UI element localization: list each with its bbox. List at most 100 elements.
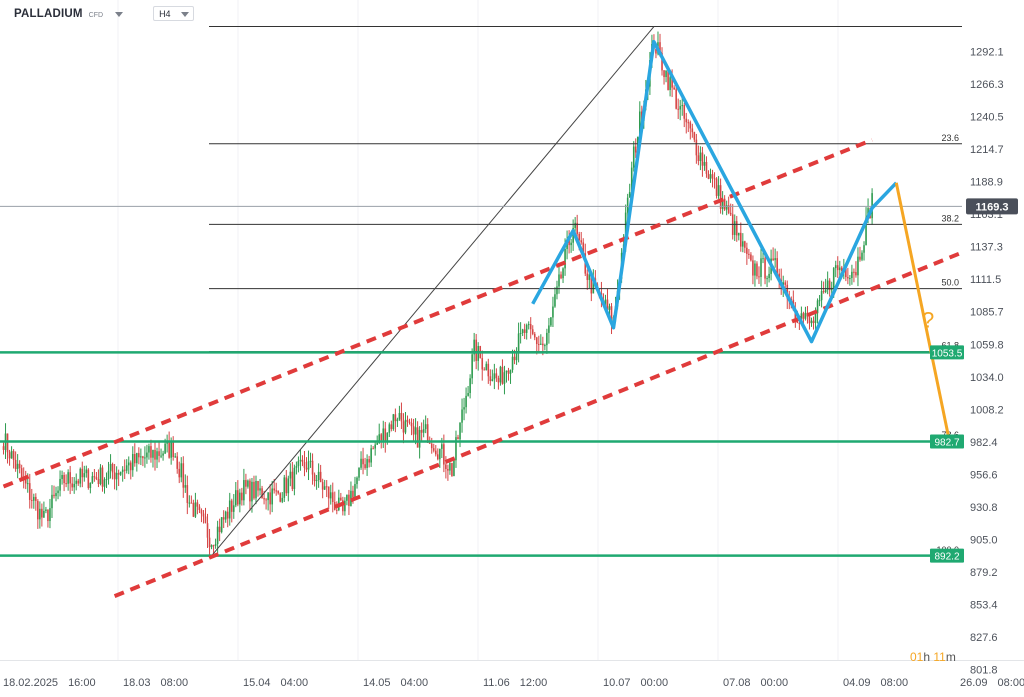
candle [109,454,112,479]
candle-body [336,509,338,511]
candle [220,517,223,534]
candle-body [467,393,469,396]
channel-upper-line [2,138,873,489]
candle [190,495,193,504]
candle-body [590,274,593,294]
candle [232,494,235,519]
candle [180,457,183,483]
candle-body [475,339,477,361]
candle-body [39,508,41,520]
candle-body [533,333,536,338]
candle-body [455,437,457,461]
candle-body [402,421,405,433]
candle [309,452,312,468]
candle-body [364,464,366,468]
timeframe-select[interactable]: H4 [153,6,194,21]
candle [503,365,506,395]
candle-body [198,506,201,510]
candle [719,178,722,214]
candle [467,385,469,397]
candle [661,47,663,76]
candle-body [535,337,538,345]
candle-body [863,245,865,253]
timeframe-dropdown-icon[interactable] [180,11,189,17]
candle-body [303,462,306,468]
candle [342,496,344,516]
candle [457,434,459,440]
candle-body [737,232,740,236]
candle [97,469,100,488]
candle [863,241,865,261]
candle-body [380,434,383,441]
candle [416,421,419,448]
candle [285,470,288,496]
candle [400,402,403,429]
candle [703,154,706,171]
candle-body [705,161,708,174]
candle-body [358,467,360,478]
candle-body [841,267,843,272]
y-tick-label: 1034.0 [970,372,1004,384]
candle-body [414,427,417,435]
candle [679,99,681,121]
candle-body [8,452,11,459]
candle-body [101,467,104,487]
candle-body [49,508,51,522]
candle [144,446,146,468]
candle-body [154,449,156,460]
candle-body [679,106,681,110]
candle-body [57,490,59,494]
candle-body [299,459,302,462]
candle-body [10,451,13,459]
candle [364,457,366,470]
candle [81,461,84,488]
candle-body [131,453,134,471]
fib-trend-line [211,26,655,557]
candle [483,367,486,371]
candle-body [824,289,827,293]
candle-body [675,89,677,109]
candle-body [655,49,657,54]
candle-body [192,502,195,517]
candle-body [576,222,578,234]
candle-body [742,241,744,247]
candle [200,508,203,523]
candle [861,250,863,262]
candle [748,248,750,259]
symbol-name[interactable]: PALLADIUM [14,7,83,20]
candle [544,343,546,351]
candle-body [758,276,760,278]
candle [826,271,829,295]
candle [176,452,179,474]
candle [689,120,692,140]
candle-body [489,376,492,381]
candle-body [384,428,387,442]
candle-body [158,451,160,456]
candle-body [362,458,364,465]
candle [331,482,334,513]
candle [158,440,160,463]
candle [586,269,589,290]
candle-body [441,444,443,449]
candle [115,466,118,491]
candle [822,281,825,294]
candle-body [2,446,5,450]
candle [93,469,96,482]
symbol-dropdown-icon[interactable] [115,11,124,17]
candle-body [723,198,726,210]
candle-body [853,271,855,273]
candle-body [558,274,560,287]
candle-body [766,278,768,280]
candle [237,480,239,507]
candle [531,325,534,336]
candle [404,412,407,435]
candle-body [150,446,152,458]
candle-body [317,471,320,480]
candle-body [216,526,219,545]
candle [554,287,556,308]
candle [396,417,399,427]
candle [695,133,698,164]
candle-body [719,185,722,209]
candle [61,470,63,485]
